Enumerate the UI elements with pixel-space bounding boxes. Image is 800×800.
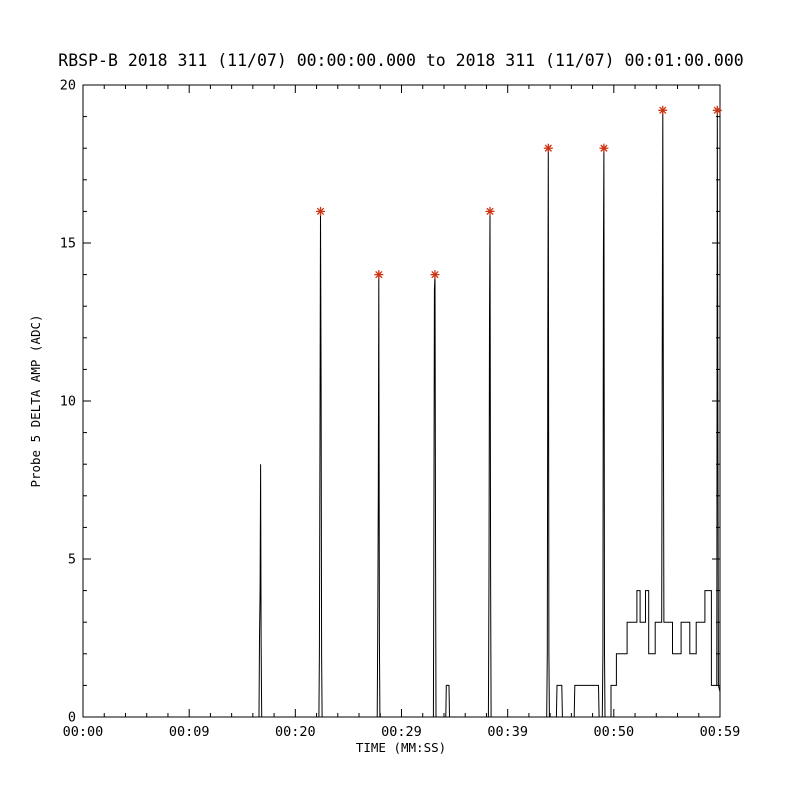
x-tick-label: 00:09	[169, 724, 210, 740]
y-tick-label: 5	[68, 552, 76, 568]
y-tick-label: 20	[60, 78, 76, 94]
x-tick-label: 00:00	[63, 724, 104, 740]
x-tick-label: 00:59	[700, 724, 741, 740]
chart-title: RBSP-B 2018 311 (11/07) 00:00:00.000 to …	[58, 51, 743, 70]
x-axis-label: TIME (MM:SS)	[356, 740, 446, 755]
y-tick-label: 10	[60, 394, 76, 410]
data-series-line	[83, 110, 721, 718]
y-tick-label: 15	[60, 236, 76, 252]
x-tick-label: 00:50	[593, 724, 634, 740]
x-tick-label: 00:39	[487, 724, 528, 740]
y-tick-label: 0	[68, 710, 76, 726]
y-axis-label: Probe 5 DELTA AMP (ADC)	[28, 314, 43, 487]
x-tick-label: 00:20	[275, 724, 316, 740]
axes: 0 5 10 15 20 00:00 00:09 00:20 00:29 00:39 00:50 00…	[60, 78, 741, 741]
peak-asterisk-markers	[316, 105, 722, 280]
x-tick-label: 00:29	[381, 724, 422, 740]
